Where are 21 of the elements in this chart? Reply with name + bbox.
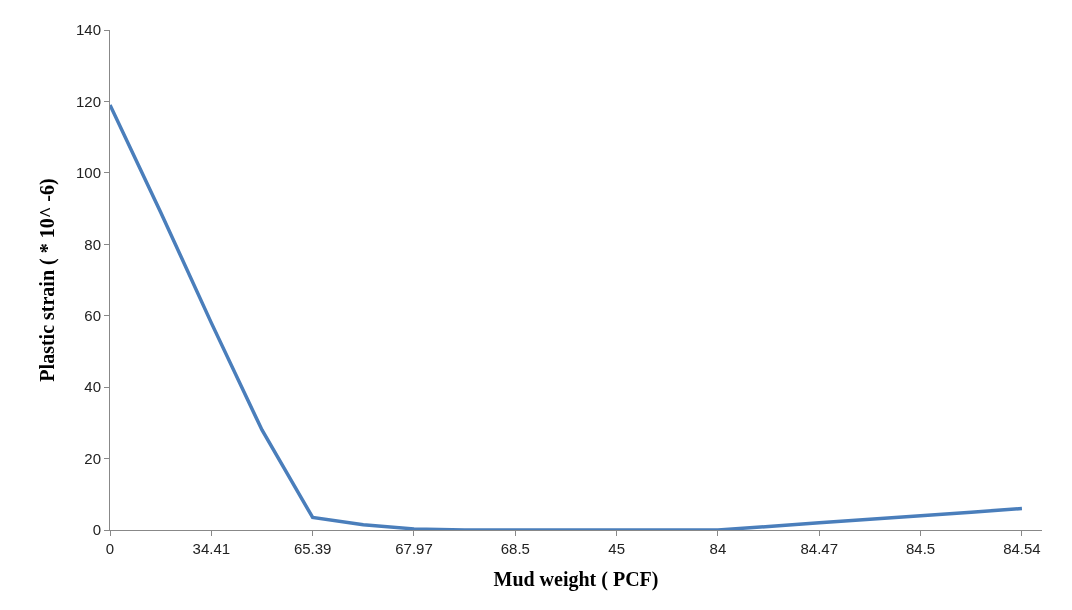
y-tick-label: 80	[84, 235, 101, 253]
x-tick-label: 84.54	[1003, 540, 1041, 557]
x-tick-label: 84	[709, 540, 727, 557]
x-tick-label: 65.39	[293, 540, 332, 557]
x-tick-label: 34.41	[192, 540, 231, 557]
y-tick-label: 40	[84, 378, 101, 396]
x-tick-label: 68.5	[500, 540, 530, 557]
y-axis-title: Plastic strain ( * 10^ -6)	[36, 178, 60, 382]
y-tick-label: 140	[75, 21, 101, 39]
y-tick-label: 20	[84, 449, 101, 467]
y-tick-label: 120	[75, 92, 101, 110]
y-tick-label: 100	[75, 164, 101, 182]
line-series	[110, 103, 1024, 530]
x-tick-label: 67.97	[395, 540, 433, 557]
x-axis-title: Mud weight ( PCF)	[493, 567, 659, 591]
x-tick-label: 45	[608, 540, 625, 557]
x-tick-label: 84.5	[906, 540, 936, 557]
y-tick-label: 60	[84, 306, 101, 324]
x-tick-label: 84.47	[800, 540, 839, 557]
x-tick-label: 0	[105, 540, 115, 557]
y-tick-label: 0	[92, 521, 101, 539]
